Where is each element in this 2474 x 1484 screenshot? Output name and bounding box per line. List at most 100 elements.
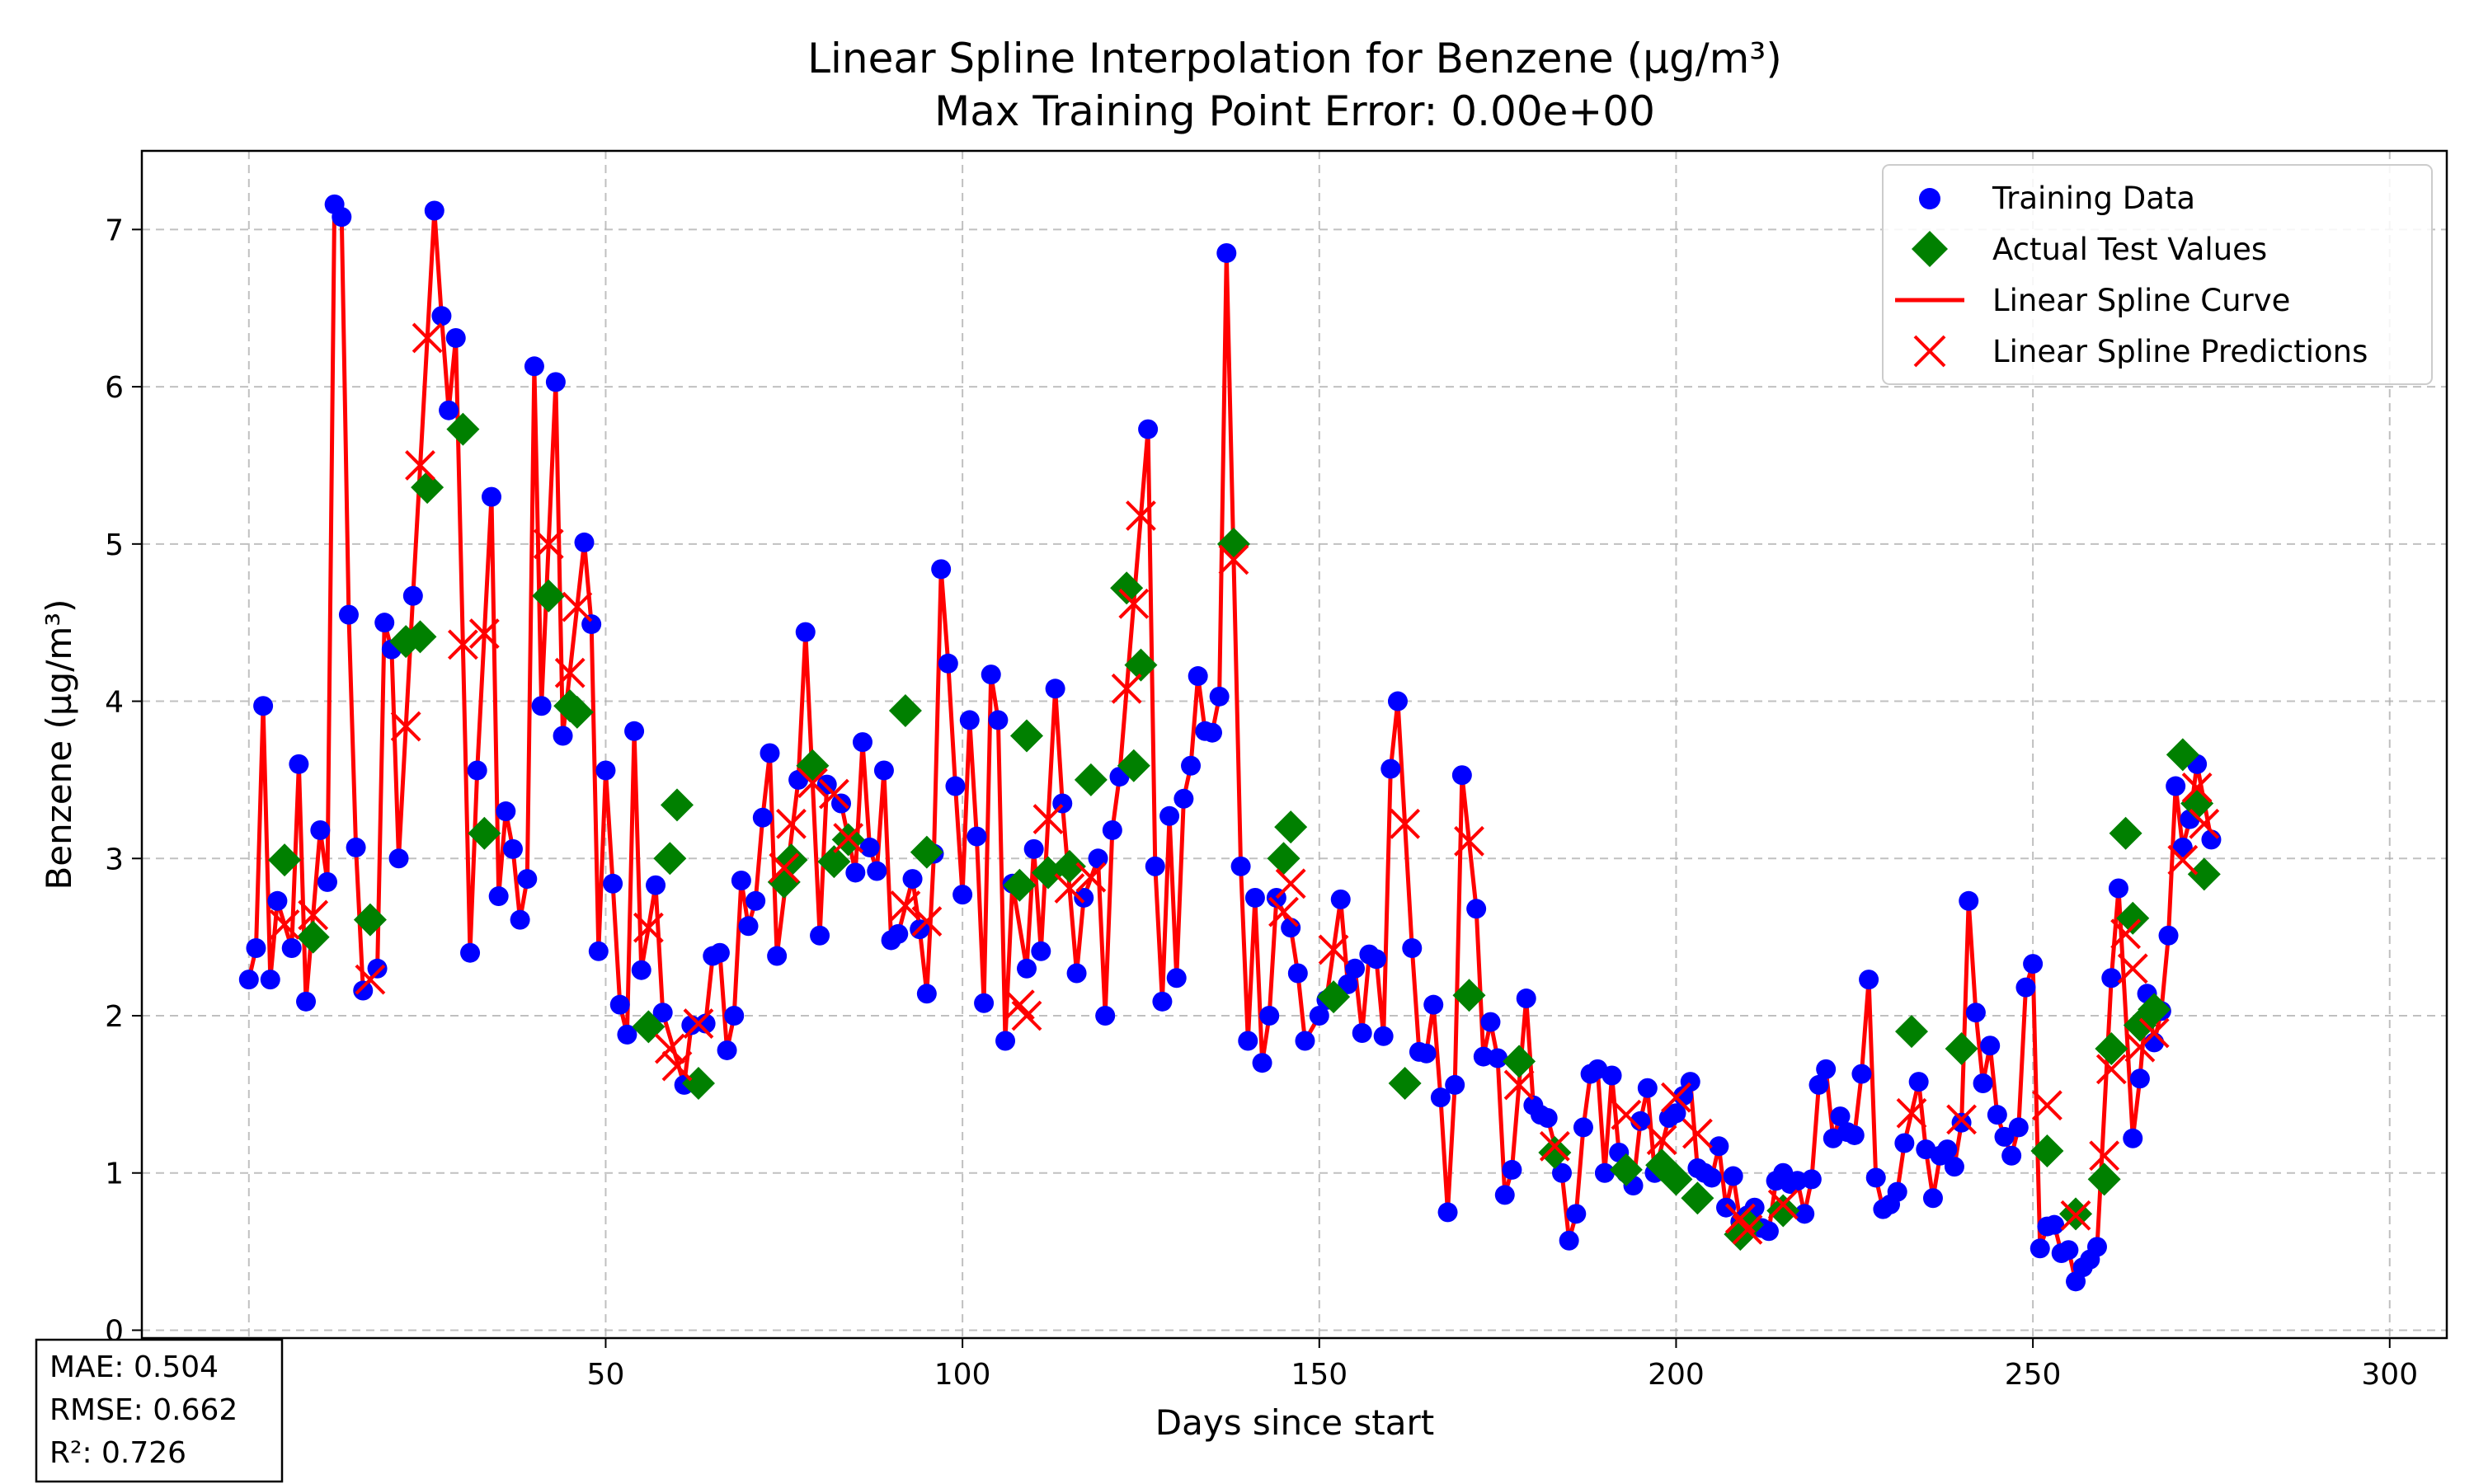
training-point [1844,1125,1865,1145]
prediction-point [1218,544,1249,575]
training-point [2030,1238,2050,1259]
actual-test-point [1110,571,1144,605]
prediction-point [1946,1104,1977,1135]
training-point [1537,1107,1558,1128]
training-point [1637,1078,1658,1098]
actual-test-point [2030,1134,2064,1168]
training-point [1380,758,1401,779]
training-point [1074,887,1094,908]
training-point [1437,1202,1458,1223]
training-point [631,960,651,980]
training-point [995,1031,1016,1051]
training-point [1965,1003,1986,1023]
training-point [795,622,816,642]
actual-test-point [910,835,943,869]
training-point [2158,925,2179,946]
prediction-point [1275,868,1306,899]
prediction-point [2181,773,2213,803]
training-point [2001,1145,2022,1166]
prediction-point [1054,873,1085,904]
training-point [1366,949,1387,970]
metric-rmse: RMSE: 0.662 [49,1393,238,1427]
training-point [1466,899,1487,919]
x-tick-label: 50 [587,1358,625,1392]
training-point [1502,1159,1522,1180]
training-point [581,614,602,635]
legend-label-curve: Linear Spline Curve [1992,283,2290,318]
x-tick-label: 100 [934,1358,991,1392]
training-point [281,937,302,958]
training-point [488,886,509,907]
prediction-point [447,629,478,660]
prediction-point [1111,673,1142,704]
y-tick-label: 4 [105,686,124,720]
training-point [289,754,309,774]
training-point [767,946,788,966]
training-point [1387,691,1408,711]
training-point [2144,1032,2165,1053]
training-point [1980,1036,2001,1056]
training-point [1287,963,1308,984]
training-point [2086,1237,2107,1257]
legend-label-training: Training Data [1992,181,2195,216]
actual-test-point [2187,857,2221,891]
actual-test-point [2138,993,2171,1026]
actual-test-point [660,788,694,822]
training-point [246,937,266,958]
training-point [1987,1105,2007,1125]
prediction-point [2117,953,2148,984]
prediction-point [797,768,828,799]
training-point [1473,1046,1493,1067]
training-point [646,875,666,895]
training-point [852,732,872,753]
training-point [431,306,452,326]
actual-test-point [353,903,387,937]
training-point [531,696,552,716]
metrics-frame [35,1338,284,1483]
actual-test-point [268,843,302,877]
actual-test-point [1503,1045,1536,1078]
prediction-point [2060,1200,2091,1231]
training-point [1309,1006,1329,1026]
y-tick-label: 5 [105,528,124,562]
training-point [1488,1048,1508,1068]
training-point [1338,974,1358,994]
prediction-point [633,912,664,943]
training-point [1859,970,1879,990]
training-point [1145,856,1165,876]
training-point [253,696,274,716]
training-point [1445,1074,1465,1095]
training-point [1894,1133,1915,1153]
prediction-point [661,1050,693,1082]
prediction-point [2167,844,2199,876]
chart-subtitle: Max Training Point Error: 0.00e+00 [934,87,1655,135]
prediction-point [1454,825,1484,857]
actual-test-point [468,816,501,850]
metric-mae: MAE: 0.504 [49,1350,219,1384]
actual-test-point [1124,648,1158,682]
prediction-point [769,852,800,884]
training-point [888,923,909,944]
legend-box [1882,164,2433,385]
training-point [981,665,1001,685]
prediction-point [355,964,386,995]
prediction-point [533,528,564,560]
actual-test-point [888,693,922,727]
training-point [1994,1126,2015,1147]
training-point [2058,1240,2079,1261]
x-tick-label: 200 [1648,1358,1705,1392]
training-point [1066,963,1087,984]
training-point [738,916,759,937]
training-point [974,993,995,1013]
actual-test-point [1052,849,1086,883]
training-point [2123,1128,2143,1148]
training-point [916,984,937,1004]
training-point [609,994,630,1015]
training-point [1174,788,1194,809]
training-point [1166,968,1187,989]
training-point [1801,1169,1822,1190]
training-point [1138,419,1159,439]
y-tick-label: 6 [105,371,124,405]
actual-test-point [1766,1194,1800,1228]
training-point [260,970,280,990]
